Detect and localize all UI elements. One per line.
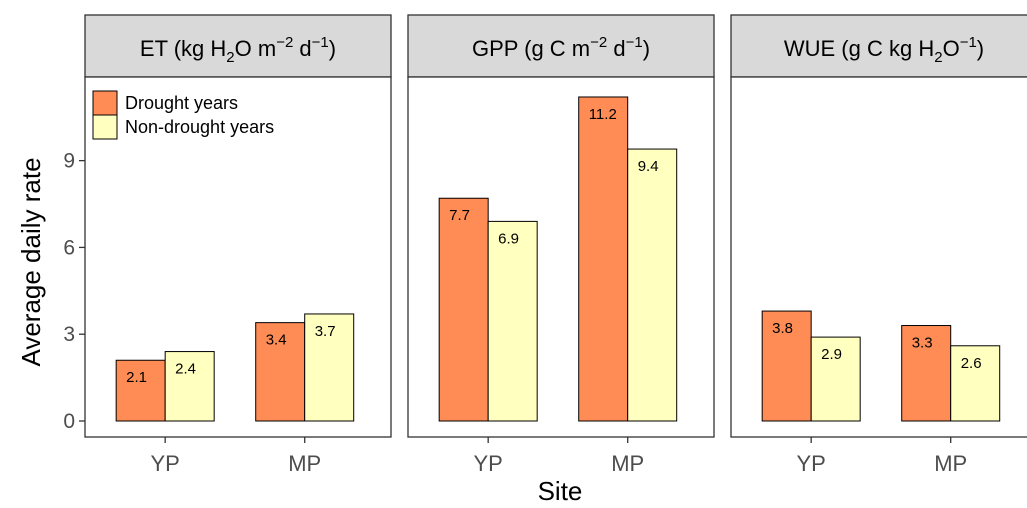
bar-value-label: 6.9: [498, 230, 519, 247]
bar-drought-yp: [115, 359, 166, 422]
panel-title: GPP (g C m−2 d−1): [472, 34, 650, 61]
x-tick-label: MP: [288, 451, 321, 476]
bar-drought-mp: [578, 96, 629, 422]
bar-non-drought-mp: [304, 313, 355, 422]
panel-3: WUE (g C kg H2O−1) 3.8 2.9 YP 3.3 2.6 MP: [730, 14, 1027, 476]
bar-value-label: 2.9: [821, 346, 842, 363]
bar-non-drought-yp: [810, 336, 861, 422]
y-tick-label: 3: [63, 323, 75, 346]
panel-title: WUE (g C kg H2O−1): [784, 34, 984, 66]
bar-drought-yp: [761, 310, 812, 422]
bar-drought-yp: [438, 197, 489, 422]
panel-2: GPP (g C m−2 d−1) 7.7 6.9 YP 11.2 9.4 MP: [407, 14, 715, 476]
bar-value-label: 3.7: [315, 323, 336, 340]
panel-strip: [730, 14, 1027, 78]
bar-value-label: 2.4: [175, 361, 196, 378]
y-tick-label: 6: [63, 236, 75, 259]
bar-value-label: 2.1: [126, 369, 147, 386]
panel-strip: [407, 14, 715, 78]
panel-strip: [84, 14, 392, 78]
y-tick-label: 0: [63, 410, 75, 433]
legend: Drought years Non-drought years: [92, 90, 274, 140]
bar-value-label: 3.8: [772, 320, 793, 337]
legend-swatch-drought: [92, 90, 118, 116]
bar-value-label: 11.2: [589, 106, 617, 123]
x-tick-label: YP: [150, 451, 179, 476]
legend-label: Non-drought years: [125, 117, 274, 137]
x-tick-label: MP: [611, 451, 644, 476]
panel-1: ET (kg H2O m−2 d−1) 2.1 2.4 YP 3.4 3.7 MP: [84, 14, 392, 476]
legend-swatch-non-drought: [92, 114, 118, 140]
bar-non-drought-yp: [164, 351, 215, 422]
panel-title: ET (kg H2O m−2 d−1): [140, 34, 336, 66]
x-tick-label: MP: [934, 451, 967, 476]
bar-value-label: 2.6: [961, 355, 982, 372]
bar-non-drought-yp: [487, 220, 538, 422]
bar-value-label: 3.4: [266, 332, 287, 349]
x-tick-label: YP: [473, 451, 502, 476]
bar-value-label: 7.7: [449, 207, 470, 224]
bar-non-drought-mp: [627, 148, 678, 422]
x-tick-label: YP: [796, 451, 825, 476]
y-tick-label: 9: [63, 150, 75, 173]
bar-non-drought-mp: [950, 345, 1001, 422]
legend-label: Drought years: [125, 93, 238, 113]
y-axis-label: Average daily rate: [16, 157, 46, 366]
bar-value-label: 3.3: [912, 335, 933, 352]
bar-drought-mp: [901, 325, 952, 422]
y-axis: 0 3 6 9: [63, 150, 85, 433]
bar-value-label: 9.4: [638, 158, 659, 175]
x-axis-label: Site: [538, 476, 583, 506]
